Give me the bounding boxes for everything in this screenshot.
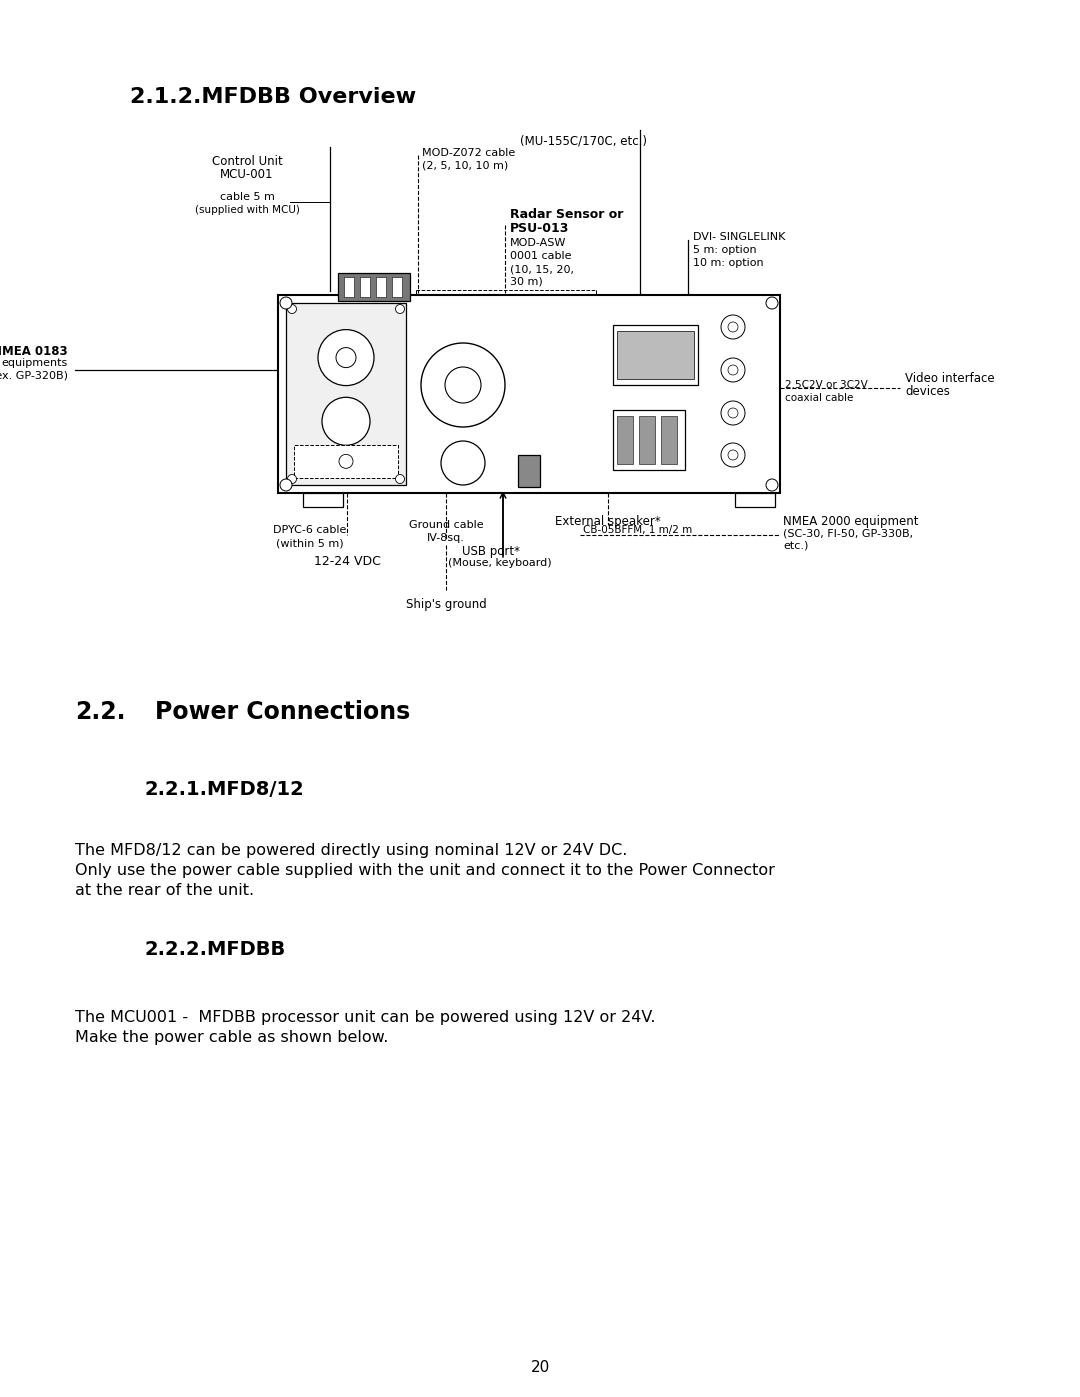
Text: NMEA 0183: NMEA 0183 (0, 345, 68, 358)
Circle shape (721, 314, 745, 339)
Text: 0001 cable: 0001 cable (510, 251, 571, 261)
Circle shape (441, 441, 485, 485)
Text: Radar Sensor or: Radar Sensor or (510, 208, 623, 221)
Circle shape (395, 305, 405, 313)
Bar (376, 277, 386, 298)
Bar (617, 416, 633, 464)
Circle shape (339, 454, 353, 468)
Circle shape (287, 305, 297, 313)
Text: MCU-001: MCU-001 (220, 168, 273, 182)
Bar (303, 493, 343, 507)
Text: devices: devices (905, 386, 950, 398)
Text: The MCU001 -  MFDBB processor unit can be powered using 12V or 24V.: The MCU001 - MFDBB processor unit can be… (75, 1010, 656, 1025)
Text: (MU-155C/170C, etc.): (MU-155C/170C, etc.) (519, 136, 647, 148)
Bar (735, 493, 775, 507)
Text: (within 5 m): (within 5 m) (276, 538, 343, 548)
Bar (613, 409, 685, 469)
Bar (392, 277, 402, 298)
Bar (639, 416, 654, 464)
Circle shape (721, 401, 745, 425)
Circle shape (322, 397, 370, 446)
Text: Video interface: Video interface (905, 372, 995, 386)
Bar (294, 446, 399, 478)
Bar (360, 277, 370, 298)
Text: (2, 5, 10, 10 m): (2, 5, 10, 10 m) (422, 161, 509, 170)
Text: (10, 15, 20,: (10, 15, 20, (510, 264, 573, 274)
Circle shape (287, 475, 297, 483)
Text: 2.2.2.MFDBB: 2.2.2.MFDBB (145, 940, 286, 958)
Text: (5 m, option): (5 m, option) (283, 332, 351, 342)
Bar (278, 295, 780, 493)
Circle shape (445, 367, 481, 402)
Text: 2.2.: 2.2. (75, 700, 125, 724)
Text: (2 m, supplied): (2 m, supplied) (283, 358, 362, 367)
Circle shape (395, 475, 405, 483)
Bar (617, 331, 694, 379)
Text: 12-24 VDC: 12-24 VDC (313, 555, 380, 569)
Text: IV-8sq.: IV-8sq. (427, 534, 464, 543)
Bar (613, 326, 698, 386)
Text: etc.): etc.) (783, 541, 808, 550)
Text: CB-05BFFM, 1 m/2 m: CB-05BFFM, 1 m/2 m (583, 525, 692, 535)
Text: 2.5C2V or 3C2V: 2.5C2V or 3C2V (785, 380, 867, 390)
Circle shape (280, 298, 292, 309)
Circle shape (728, 450, 738, 460)
Text: Power Connections: Power Connections (156, 700, 410, 724)
Text: 2.1.2.MFDBB Overview: 2.1.2.MFDBB Overview (130, 87, 416, 108)
Text: Ground cable: Ground cable (408, 520, 484, 529)
Text: DPYC-6 cable: DPYC-6 cable (273, 525, 347, 535)
Text: at the rear of the unit.: at the rear of the unit. (75, 883, 254, 898)
Bar (518, 455, 540, 488)
Circle shape (766, 479, 778, 490)
Text: 7 pin: MJ-A7SPF0007: 7 pin: MJ-A7SPF0007 (283, 319, 390, 328)
Text: 5 m: option: 5 m: option (693, 244, 757, 256)
Text: 10 m: option: 10 m: option (693, 258, 764, 268)
Text: 2.2.1.MFD8/12: 2.2.1.MFD8/12 (145, 780, 305, 799)
Text: MOD-ASW: MOD-ASW (510, 237, 566, 249)
Text: equipments: equipments (2, 358, 68, 367)
Text: (Mouse, keyboard): (Mouse, keyboard) (448, 557, 552, 569)
Circle shape (336, 348, 356, 367)
Text: Control Unit: Control Unit (212, 155, 282, 168)
Text: The MFD8/12 can be powered directly using nominal 12V or 24V DC.: The MFD8/12 can be powered directly usin… (75, 842, 627, 858)
Circle shape (728, 321, 738, 332)
Text: 20: 20 (530, 1361, 550, 1375)
Circle shape (721, 443, 745, 467)
Text: MOD-Z072 cable: MOD-Z072 cable (422, 148, 515, 158)
Text: DVI- SINGLELINK: DVI- SINGLELINK (693, 232, 785, 242)
Text: cable 5 m: cable 5 m (219, 191, 274, 203)
Text: (ex. GP-320B): (ex. GP-320B) (0, 372, 68, 381)
Circle shape (728, 408, 738, 418)
Circle shape (280, 479, 292, 490)
Circle shape (318, 330, 374, 386)
Bar (338, 272, 410, 300)
Text: 18 pin: FRUDD-18AFFM: 18 pin: FRUDD-18AFFM (283, 345, 404, 355)
Bar (345, 277, 354, 298)
Text: PSU-013: PSU-013 (510, 222, 569, 235)
Bar (661, 416, 677, 464)
Circle shape (421, 344, 505, 427)
Text: USB port*: USB port* (462, 545, 519, 557)
Circle shape (766, 298, 778, 309)
Text: Only use the power cable supplied with the unit and connect it to the Power Conn: Only use the power cable supplied with t… (75, 863, 774, 877)
Text: 30 m): 30 m) (510, 277, 543, 286)
Bar (286, 303, 406, 485)
Text: External speaker*: External speaker* (555, 515, 661, 528)
Text: (SC-30, FI-50, GP-330B,: (SC-30, FI-50, GP-330B, (783, 528, 913, 538)
Circle shape (721, 358, 745, 381)
Circle shape (728, 365, 738, 374)
Text: Ship's ground: Ship's ground (406, 598, 486, 610)
Text: NMEA 2000 equipment: NMEA 2000 equipment (783, 515, 918, 528)
Text: coaxial cable: coaxial cable (785, 393, 853, 402)
Text: (supplied with MCU): (supplied with MCU) (194, 205, 299, 215)
Text: Make the power cable as shown below.: Make the power cable as shown below. (75, 1030, 389, 1045)
